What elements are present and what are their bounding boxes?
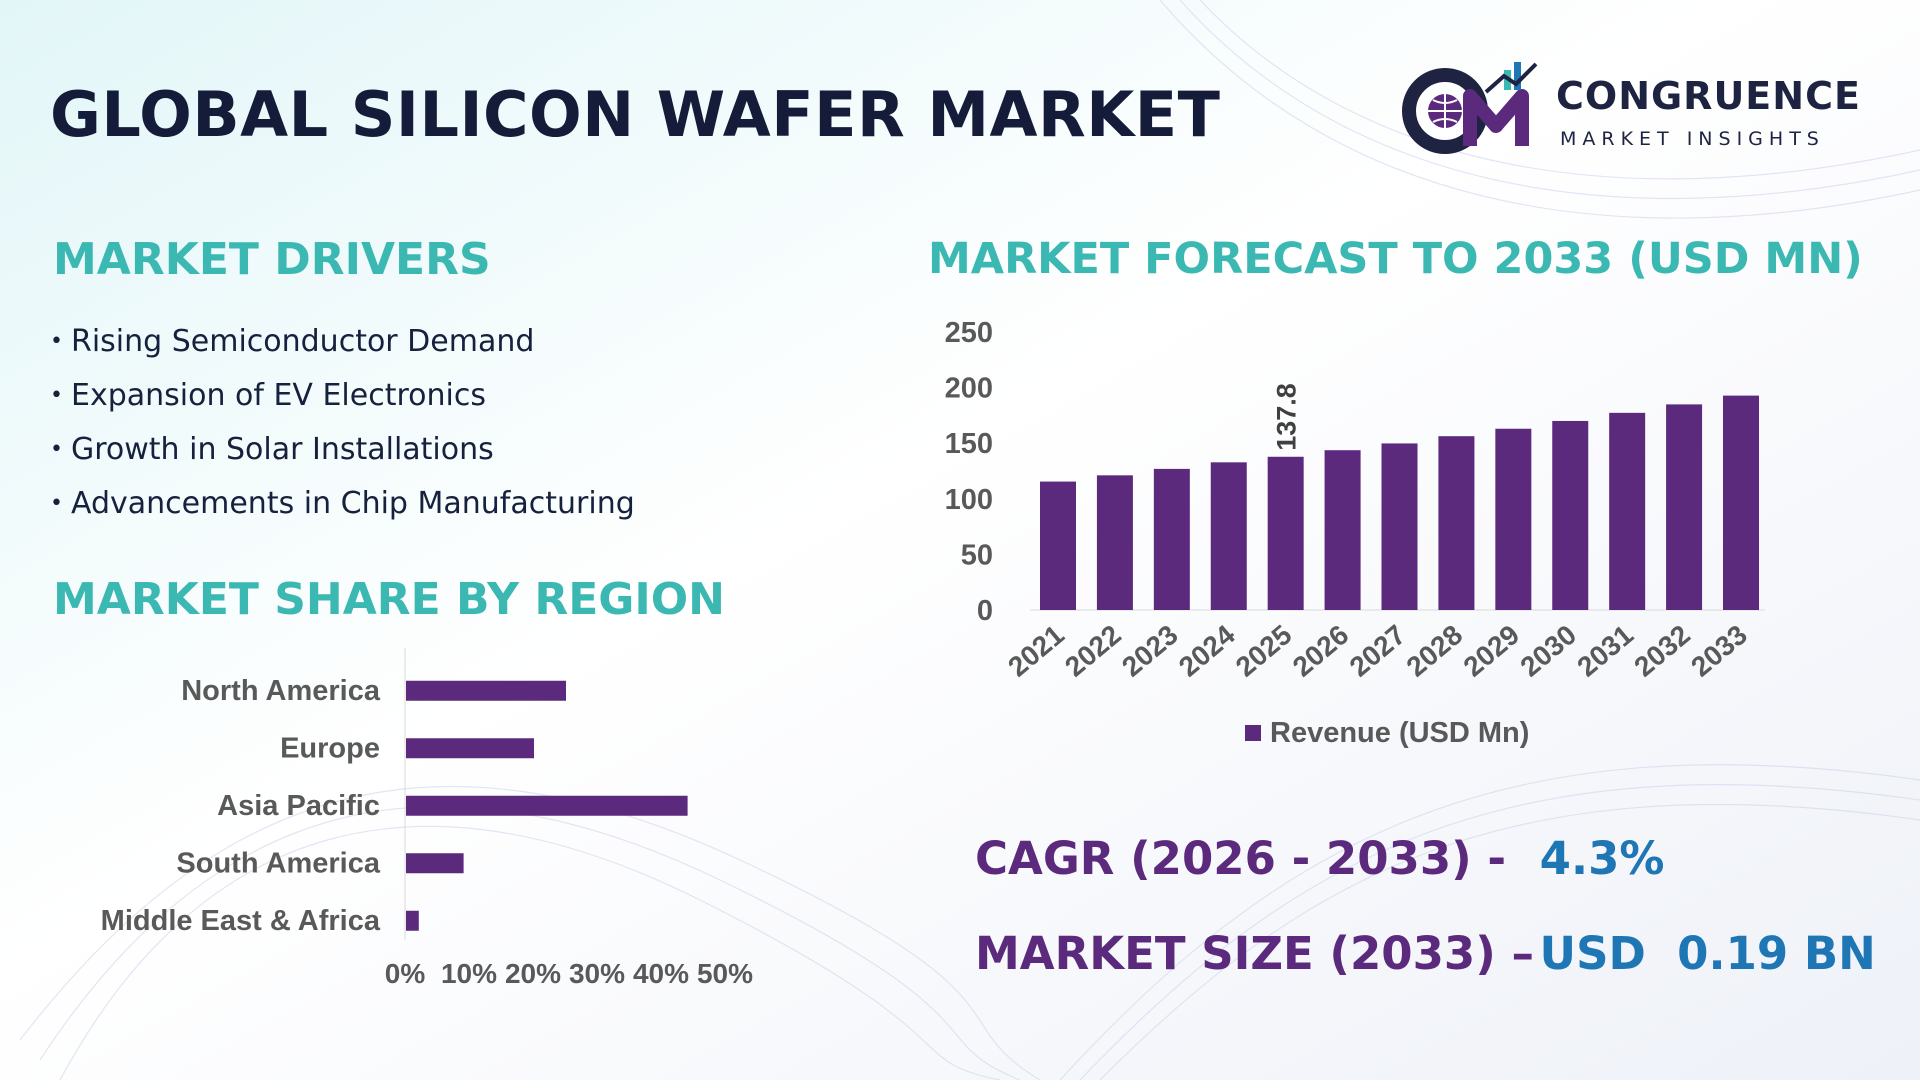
x-tick-label: 2029 xyxy=(1458,619,1526,683)
driver-text: Rising Semiconductor Demand xyxy=(70,324,535,359)
x-tick-label: 2022 xyxy=(1059,619,1127,683)
list-item: • Advancements in Chip Manufacturing xyxy=(50,484,635,538)
cagr-label: CAGR (2026 - 2033) - xyxy=(975,832,1507,885)
bullet-icon: • xyxy=(50,491,63,516)
x-tick-label: 2021 xyxy=(1002,619,1070,683)
page-title: GLOBAL SILICON WAFER MARKET xyxy=(50,78,1221,151)
x-tick-label: 2030 xyxy=(1514,619,1582,683)
drivers-heading: MARKET DRIVERS xyxy=(53,234,491,285)
x-tick-label: 2024 xyxy=(1173,619,1241,683)
x-tick-label: 40% xyxy=(633,958,689,989)
x-tick-label: 2025 xyxy=(1230,619,1298,683)
category-label: Middle East & Africa xyxy=(101,905,381,937)
region-bar xyxy=(406,910,419,931)
x-tick-label: 2023 xyxy=(1116,619,1184,683)
revenue-bar xyxy=(1324,450,1361,610)
category-label: Europe xyxy=(280,732,380,764)
category-label: North America xyxy=(181,675,381,707)
x-tick-label: 2027 xyxy=(1344,619,1412,683)
cagr-kpi: CAGR (2026 - 2033) - 4.3% xyxy=(975,832,1664,885)
legend-label: Revenue (USD Mn) xyxy=(1270,717,1529,749)
region-bar xyxy=(406,680,566,701)
driver-text: Advancements in Chip Manufacturing xyxy=(70,486,635,521)
x-tick-label: 0% xyxy=(385,958,426,989)
y-tick-label: 200 xyxy=(945,373,993,405)
revenue-bar xyxy=(1267,456,1304,610)
revenue-bar xyxy=(1552,420,1589,610)
category-label: South America xyxy=(176,847,380,879)
driver-text: Growth in Solar Installations xyxy=(70,432,494,467)
data-label: 137.8 xyxy=(1272,383,1302,451)
list-item: • Rising Semiconductor Demand xyxy=(50,322,635,376)
market-size-label: MARKET SIZE (2033) – xyxy=(975,927,1534,980)
x-tick-label: 50% xyxy=(697,958,753,989)
bullet-icon: • xyxy=(50,329,63,354)
logo-wordmark: CONGRUENCE xyxy=(1556,74,1861,118)
region-bar xyxy=(406,795,688,816)
revenue-bar xyxy=(1495,428,1532,610)
x-tick-label: 2033 xyxy=(1685,619,1753,683)
x-tick-label: 2031 xyxy=(1571,619,1639,683)
bullet-icon: • xyxy=(50,383,63,408)
revenue-bar xyxy=(1609,412,1646,610)
market-size-kpi: MARKET SIZE (2033) – USD 0.19 BN xyxy=(975,927,1876,980)
region-share-chart: North America Europe Asia Pacific South Ame… xyxy=(101,648,753,989)
category-label: Asia Pacific xyxy=(217,790,380,822)
y-tick-label: 50 xyxy=(961,539,993,571)
y-tick-label: 150 xyxy=(945,428,993,460)
revenue-bar xyxy=(1666,404,1703,610)
revenue-bar xyxy=(1040,481,1076,610)
legend-swatch xyxy=(1245,725,1261,741)
x-tick-label: 2026 xyxy=(1287,619,1355,683)
y-tick-label: 250 xyxy=(945,317,993,349)
forecast-heading: MARKET FORECAST TO 2033 (USD MN) xyxy=(928,234,1863,284)
cagr-value: 4.3% xyxy=(1539,832,1665,885)
driver-text: Expansion of EV Electronics xyxy=(70,378,486,413)
drivers-list: • Rising Semiconductor Demand • Expansion … xyxy=(50,322,635,538)
list-item: • Growth in Solar Installations xyxy=(50,430,635,484)
x-tick-label: 2032 xyxy=(1628,619,1696,683)
market-size-value: USD 0.19 BN xyxy=(1539,927,1876,980)
region-bar xyxy=(406,853,464,874)
logo-mark-icon xyxy=(1402,62,1538,154)
region-bar xyxy=(406,738,534,759)
y-tick-label: 0 xyxy=(977,595,993,627)
x-tick-label: 30% xyxy=(569,958,625,989)
revenue-bar xyxy=(1153,468,1190,610)
x-tick-label: 20% xyxy=(505,958,561,989)
revenue-bar xyxy=(1210,462,1247,610)
region-heading: MARKET SHARE BY REGION xyxy=(53,574,725,625)
list-item: • Expansion of EV Electronics xyxy=(50,376,635,430)
company-logo: CONGRUENCE MARKET INSIGHTS xyxy=(1400,56,1880,156)
x-tick-label: 2028 xyxy=(1401,619,1469,683)
bullet-icon: • xyxy=(50,437,63,462)
x-tick-label: 10% xyxy=(441,958,497,989)
revenue-bar xyxy=(1381,443,1418,610)
logo-tagline: MARKET INSIGHTS xyxy=(1560,128,1825,150)
revenue-bar xyxy=(1438,436,1475,610)
revenue-bar xyxy=(1723,395,1760,610)
revenue-bar xyxy=(1096,475,1133,610)
y-tick-label: 100 xyxy=(945,484,993,516)
